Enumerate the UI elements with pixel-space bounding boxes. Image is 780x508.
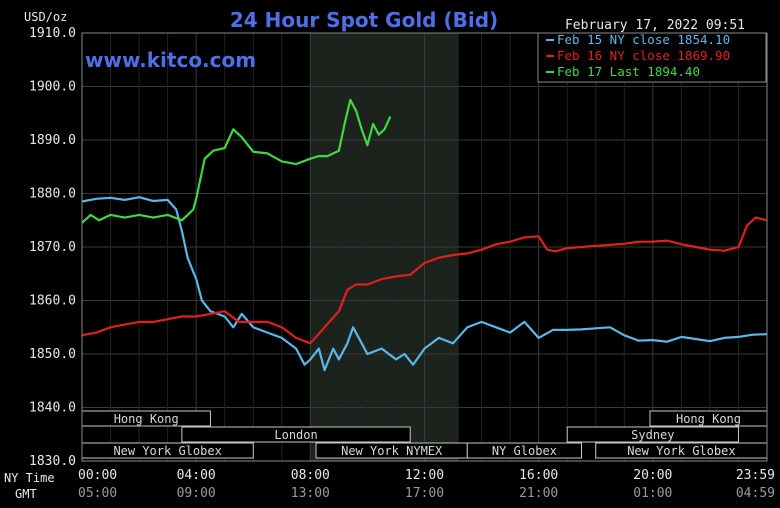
x-tick-label-gmt: 05:00 [78,486,117,501]
legend-entry: Feb 17 Last 1894.40 [557,64,700,79]
chart-title: 24 Hour Spot Gold (Bid) [230,8,498,32]
y-tick-label: 1830.0 [29,454,76,469]
x-tick-label-gmt: 04:59 [736,486,775,501]
x-tick-label-ny: 16:00 [519,468,558,483]
session-label: New York NYMEX [341,444,443,458]
x-row-label-gmt: GMT [15,487,37,501]
x-tick-label-ny: 23:59 [736,468,775,483]
session-band [466,442,582,459]
y-tick-label: 1840.0 [29,401,76,416]
x-tick-label-gmt: 13:00 [291,486,330,501]
session-label: Sydney [631,428,674,442]
x-tick-label-ny: 04:00 [177,468,216,483]
y-tick-label: 1910.0 [29,26,76,41]
y-axis-unit-label: USD/oz [24,10,67,24]
timestamp: February 17, 2022 09:51 [565,18,745,33]
y-tick-label: 1870.0 [29,240,76,255]
y-tick-label: 1860.0 [29,294,76,309]
session-label: New York Globex [113,444,221,458]
y-tick-label: 1880.0 [29,187,76,202]
plot-border [81,32,768,462]
legend-entry: Feb 15 NY close 1854.10 [557,32,730,47]
x-tick-label-gmt: 17:00 [405,486,444,501]
series-line [81,216,767,345]
series-lines [81,98,767,372]
watermark-url: www.kitco.com [85,48,256,72]
market-session-bands: Hong Kong Hong Kong London Sydney New York G… [81,410,768,459]
session-band [566,426,739,443]
x-tick-label-gmt: 21:00 [519,486,558,501]
y-tick-label: 1850.0 [29,347,76,362]
x-tick-label-gmt: 01:00 [633,486,672,501]
x-tick-label-ny: 08:00 [291,468,330,483]
session-label: New York Globex [627,444,735,458]
session-label: Hong Kong [676,412,741,426]
x-tick-label-ny: 12:00 [405,468,444,483]
series-line [81,196,767,372]
series-line [81,98,392,224]
x-tick-label-ny: 20:00 [633,468,672,483]
x-tick-labels: 00:00 05:00 04:00 09:00 08:00 13:00 12:00 17:00… [78,468,775,501]
x-tick-label-gmt: 09:00 [177,486,216,501]
session-label: NY Globex [492,444,557,458]
legend-box [537,32,767,83]
x-row-label-ny-time: NY Time [4,471,55,485]
session-label: London [274,428,317,442]
legend-entry: Feb 16 NY close 1869.90 [557,48,730,63]
session-label: Hong Kong [114,412,179,426]
x-tick-label-ny: 00:00 [78,468,117,483]
y-tick-label: 1890.0 [29,133,76,148]
session-band [181,426,411,443]
y-tick-label: 1900.0 [29,80,76,95]
grid-lines [82,32,767,462]
y-tick-labels: 1910.0 1900.0 1890.0 1880.0 1870.0 1860.0 1850… [29,26,76,469]
